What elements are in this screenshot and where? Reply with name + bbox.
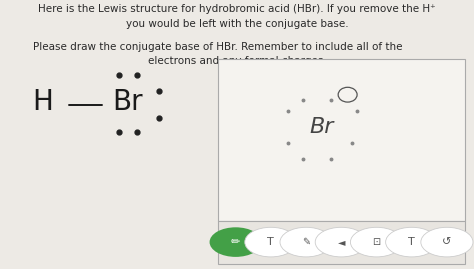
- Circle shape: [350, 227, 402, 257]
- Text: ↺: ↺: [442, 237, 452, 247]
- Circle shape: [421, 227, 473, 257]
- Text: ◄: ◄: [337, 237, 345, 247]
- Text: ✏: ✏: [231, 237, 240, 247]
- Text: Here is the Lewis structure for hydrobromic acid (HBr). If you remove the H⁺: Here is the Lewis structure for hydrobro…: [38, 4, 436, 14]
- FancyBboxPatch shape: [218, 221, 465, 264]
- Circle shape: [245, 227, 297, 257]
- Circle shape: [210, 227, 262, 257]
- Text: T: T: [267, 237, 274, 247]
- Text: Br: Br: [113, 88, 143, 116]
- Circle shape: [280, 227, 332, 257]
- Text: H: H: [32, 88, 53, 116]
- Text: ✎: ✎: [302, 237, 310, 247]
- Text: Please draw the conjugate base of HBr. Remember to include all of the: Please draw the conjugate base of HBr. R…: [33, 42, 403, 52]
- Text: Br: Br: [310, 117, 334, 137]
- FancyBboxPatch shape: [218, 59, 465, 221]
- Text: electrons and any formal charges.: electrons and any formal charges.: [147, 56, 327, 66]
- Text: ⊡: ⊡: [373, 237, 381, 247]
- Circle shape: [315, 227, 367, 257]
- Text: you would be left with the conjugate base.: you would be left with the conjugate bas…: [126, 19, 348, 29]
- Text: T: T: [408, 237, 415, 247]
- Circle shape: [386, 227, 438, 257]
